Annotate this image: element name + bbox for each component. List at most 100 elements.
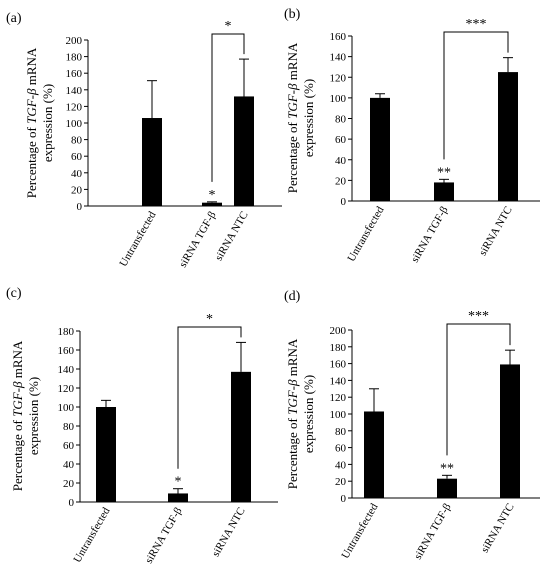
panel-label: (c)	[6, 286, 22, 301]
x-tick-label: Untransfected	[117, 209, 158, 269]
y-axis-label-gene: TGF-β	[285, 83, 300, 119]
y-tick-label: 0	[77, 201, 83, 213]
panel-label: (b)	[284, 7, 301, 22]
comparison-significance: ***	[466, 17, 487, 32]
y-tick-label: 100	[66, 118, 83, 130]
y-tick-label: 120	[330, 392, 347, 404]
y-tick-label: 60	[335, 443, 347, 455]
y-tick-label: 160	[66, 68, 83, 80]
y-tick-label: 200	[330, 325, 347, 337]
y-tick-label: 180	[330, 342, 347, 354]
y-tick-label: 160	[330, 359, 347, 371]
x-tick-label: siRNA NTC	[477, 205, 515, 258]
y-tick-label: 140	[66, 85, 83, 97]
x-tick-label: siRNA TGF-β	[412, 501, 454, 562]
comparison-significance: *	[225, 19, 232, 34]
y-tick-label: 100	[58, 402, 75, 414]
bar	[500, 364, 520, 498]
comparison-bracket	[446, 323, 511, 456]
bar	[434, 182, 454, 201]
y-tick-label: 20	[71, 184, 83, 196]
panel-c: (c) 0 20 40 60 80 100 120 140 160 180 Percentage of…	[6, 286, 278, 566]
y-tick-label: 120	[330, 72, 347, 84]
x-tick-label: Untransfected	[345, 204, 386, 264]
y-tick-label: 180	[66, 52, 83, 64]
y-tick-label: 140	[58, 364, 75, 376]
y-axis-label: Percentage of TGF-β mRNAexpression (%)	[285, 42, 316, 193]
bar	[437, 478, 457, 498]
y-tick-label: 0	[69, 497, 75, 509]
comparison-significance: ***	[468, 309, 489, 324]
y-tick-label: 20	[63, 478, 75, 490]
y-tick-label: 140	[330, 375, 347, 387]
y-tick-label: 40	[63, 459, 75, 471]
y-axis-label-prefix: Percentage of	[24, 124, 39, 198]
y-axis-label-line2: expression (%)	[26, 377, 41, 455]
panel-b: (b) 0 20 40 60 80 100 120 140 160 Percentage of TG…	[284, 7, 540, 265]
y-tick-label: 40	[335, 459, 347, 471]
y-tick-label: 20	[335, 175, 347, 187]
bar	[498, 72, 518, 201]
y-axis-label: Percentage of TGF-β mRNAexpression (%)	[24, 47, 55, 198]
bar	[96, 407, 116, 502]
bar	[231, 371, 251, 502]
significance-marker: **	[440, 461, 454, 476]
y-axis-label-gene: TGF-β	[10, 381, 25, 417]
y-axis-label-prefix: Percentage of	[10, 417, 25, 491]
y-tick-label: 180	[58, 326, 75, 338]
bar	[234, 96, 254, 206]
bar	[142, 118, 162, 206]
y-tick-label: 100	[330, 409, 347, 421]
x-tick-label: siRNA TGF-β	[143, 505, 185, 566]
y-axis-label-suffix: mRNA	[285, 338, 300, 379]
y-tick-label: 60	[71, 151, 83, 163]
x-tick-label: siRNA TGF-β	[177, 209, 219, 270]
panel-label: (a)	[6, 11, 22, 26]
y-tick-label: 60	[63, 440, 75, 452]
y-tick-label: 120	[58, 383, 75, 395]
y-axis-label-line2: expression (%)	[301, 79, 316, 157]
y-axis-label-line1: Percentage of TGF-β mRNA	[24, 47, 39, 198]
y-axis-label-gene: TGF-β	[285, 379, 300, 415]
comparison-bracket	[211, 33, 245, 182]
y-tick-label: 140	[330, 52, 347, 64]
comparison-bracket	[177, 326, 242, 469]
y-axis-label-line1: Percentage of TGF-β mRNA	[10, 340, 25, 491]
y-tick-label: 120	[66, 101, 83, 113]
y-axis-label-suffix: mRNA	[24, 47, 39, 88]
y-axis-label-line2: expression (%)	[301, 375, 316, 453]
y-tick-label: 80	[63, 421, 75, 433]
y-tick-label: 20	[335, 476, 347, 488]
y-axis-label-suffix: mRNA	[285, 42, 300, 83]
bar	[168, 493, 188, 502]
y-tick-label: 80	[71, 135, 83, 147]
x-tick-label: siRNA NTC	[479, 502, 517, 555]
bar	[202, 202, 222, 206]
y-axis-label-line1: Percentage of TGF-β mRNA	[285, 338, 300, 489]
y-axis-label-gene: TGF-β	[24, 88, 39, 124]
y-tick-label: 160	[330, 31, 347, 43]
y-tick-label: 100	[330, 93, 347, 105]
y-axis-label: Percentage of TGF-β mRNAexpression (%)	[10, 340, 41, 491]
y-tick-label: 40	[71, 168, 83, 180]
significance-marker: *	[209, 188, 216, 203]
y-tick-label: 80	[335, 426, 347, 438]
y-tick-label: 0	[341, 196, 347, 208]
x-tick-label: siRNA NTC	[210, 506, 248, 559]
y-axis-label-line2: expression (%)	[40, 84, 55, 162]
panel-d: (d) 0 20 40 60 80 100 120 140 160 180 200 Percentage…	[284, 289, 540, 562]
bar	[370, 97, 390, 201]
y-tick-label: 0	[341, 493, 347, 505]
y-tick-label: 160	[58, 345, 75, 357]
y-tick-label: 60	[335, 134, 347, 146]
y-axis-label-prefix: Percentage of	[285, 119, 300, 193]
x-tick-label: Untransfected	[339, 501, 380, 561]
y-axis-label-prefix: Percentage of	[285, 415, 300, 489]
x-tick-label: siRNA NTC	[213, 210, 251, 263]
bar	[364, 411, 384, 498]
x-tick-label: siRNA TGF-β	[409, 204, 451, 265]
y-tick-label: 200	[66, 35, 83, 47]
y-tick-label: 40	[335, 155, 347, 167]
panel-a: (a) 0 20 40 60 80 100 120 140 160 180 200 Percentage…	[6, 11, 282, 270]
